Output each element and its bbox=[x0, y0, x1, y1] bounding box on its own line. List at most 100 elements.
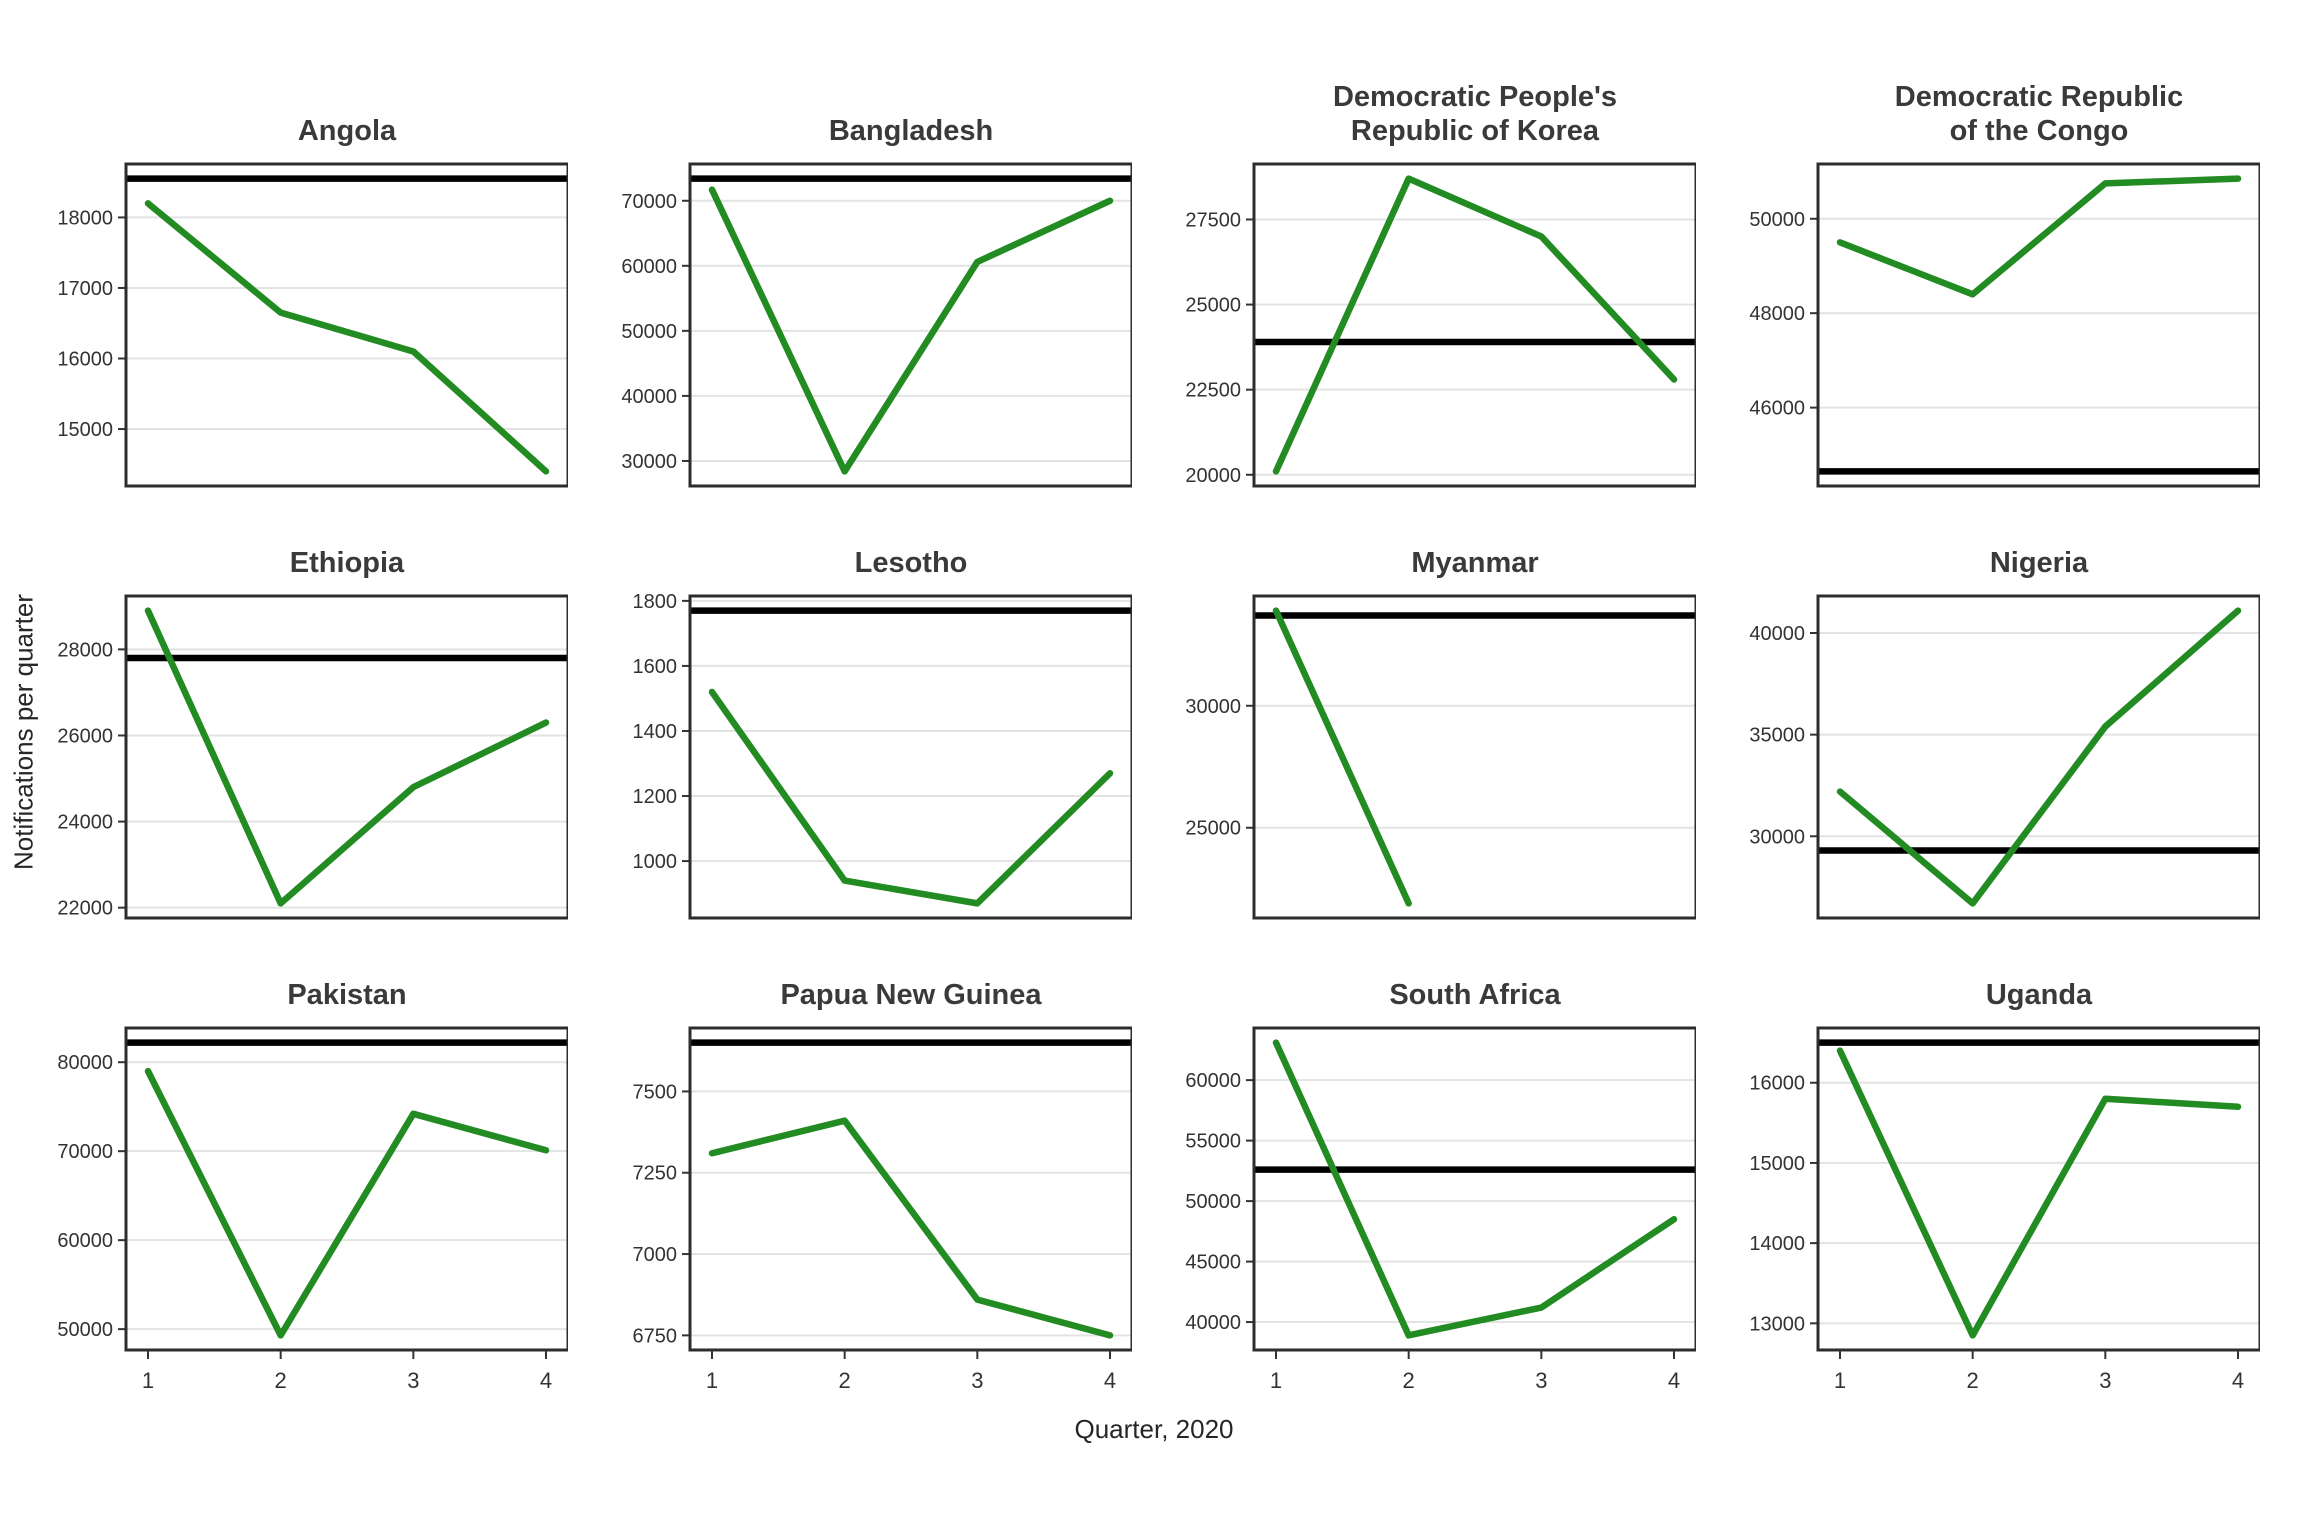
facet-title: Uganda bbox=[1818, 934, 2260, 1026]
facet-title: Nigeria bbox=[1818, 502, 2260, 594]
y-tick-label: 30000 bbox=[621, 451, 677, 473]
facet-title-line: Uganda bbox=[1985, 979, 2093, 1011]
facet-title-line: Democratic Republic bbox=[1894, 81, 2184, 113]
facet-plot: 6750 7000 7250 7500 1 2 3 4 bbox=[633, 1026, 1132, 1393]
panel-border bbox=[124, 162, 568, 488]
trend-line bbox=[144, 607, 550, 907]
y-tick-label: 22500 bbox=[1185, 380, 1241, 402]
facet-plot: 20000 22500 25000 27500 bbox=[1185, 162, 1696, 488]
panel-border bbox=[1252, 594, 1696, 920]
x-tick-label: 2 bbox=[275, 1368, 287, 1393]
y-tick-label: 24000 bbox=[57, 812, 113, 834]
facet-title: Myanmar bbox=[1254, 502, 1696, 594]
y-tick-label: 17000 bbox=[57, 278, 113, 300]
x-tick-label: 4 bbox=[2232, 1368, 2244, 1393]
y-tick-label: 1800 bbox=[633, 594, 678, 613]
y-tick-label: 60000 bbox=[1185, 1070, 1241, 1092]
facet-south-africa: South Africa 40000 45000 50000 55000 60000 1 2 3… bbox=[1176, 934, 1696, 1394]
panel-border bbox=[124, 594, 568, 920]
y-tick-label: 25000 bbox=[1185, 295, 1241, 317]
facet-plot: 25000 30000 bbox=[1185, 594, 1696, 920]
facet-democratic-people-s-republic-of-korea: Democratic People's Republic of Korea 2000… bbox=[1176, 70, 1696, 492]
facet-plot: 22000 24000 26000 28000 bbox=[57, 594, 568, 920]
y-tick-label: 22000 bbox=[57, 898, 113, 920]
x-tick-label: 4 bbox=[1104, 1368, 1116, 1393]
x-tick-label: 2 bbox=[839, 1368, 851, 1393]
y-tick-label: 16000 bbox=[57, 349, 113, 371]
y-tick-label: 40000 bbox=[1749, 623, 1805, 645]
y-tick-label: 25000 bbox=[1185, 818, 1241, 840]
x-tick-label: 1 bbox=[1270, 1368, 1282, 1393]
trend-line bbox=[1272, 1039, 1678, 1339]
facet-title-line: Myanmar bbox=[1411, 547, 1539, 579]
trend-line bbox=[1272, 175, 1678, 475]
y-tick-label: 30000 bbox=[1749, 826, 1805, 848]
facet-title: Bangladesh bbox=[690, 70, 1132, 162]
x-tick-label: 3 bbox=[971, 1368, 983, 1393]
y-tick-label: 6750 bbox=[633, 1325, 678, 1347]
panel-border bbox=[688, 594, 1132, 920]
y-tick-label: 27500 bbox=[1185, 209, 1241, 231]
trend-line bbox=[144, 1067, 550, 1339]
facet-angola: Angola 15000 16000 17000 18000 bbox=[48, 70, 568, 492]
facet-myanmar: Myanmar 25000 30000 bbox=[1176, 502, 1696, 924]
x-tick-label: 2 bbox=[1967, 1368, 1979, 1393]
y-tick-label: 20000 bbox=[1185, 465, 1241, 487]
facet-title-line: Republic of Korea bbox=[1350, 115, 1600, 147]
y-tick-label: 16000 bbox=[1749, 1073, 1805, 1095]
y-tick-label: 50000 bbox=[1749, 209, 1805, 231]
facet-nigeria: Nigeria 30000 35000 40000 bbox=[1740, 502, 2260, 924]
y-tick-label: 15000 bbox=[57, 419, 113, 441]
facet-title-line: Lesotho bbox=[854, 547, 968, 579]
facet-plot: 30000 35000 40000 bbox=[1749, 594, 2260, 920]
facet-plot: 40000 45000 50000 55000 60000 1 2 3 4 bbox=[1185, 1026, 1696, 1393]
y-tick-label: 7250 bbox=[633, 1163, 678, 1185]
facet-title-line: Papua New Guinea bbox=[780, 979, 1042, 1011]
facet-plot: 30000 40000 50000 60000 70000 bbox=[621, 162, 1132, 488]
panel-border bbox=[1252, 1026, 1696, 1352]
facet-title: Ethiopia bbox=[126, 502, 568, 594]
panel-border bbox=[688, 162, 1132, 488]
y-tick-label: 1400 bbox=[633, 721, 678, 743]
panel-border bbox=[1816, 1026, 2260, 1352]
y-tick-label: 80000 bbox=[57, 1052, 113, 1074]
facet-lesotho: Lesotho 1000 1200 1400 1600 1800 bbox=[612, 502, 1132, 924]
x-tick-label: 1 bbox=[1834, 1368, 1846, 1393]
facet-title: Angola bbox=[126, 70, 568, 162]
facet-plot: 46000 48000 50000 bbox=[1749, 162, 2260, 488]
facet-plot: 13000 14000 15000 16000 1 2 3 4 bbox=[1749, 1026, 2260, 1393]
y-tick-label: 1200 bbox=[633, 786, 678, 808]
x-tick-label: 2 bbox=[1403, 1368, 1415, 1393]
facet-title-line: Democratic People's bbox=[1332, 81, 1618, 113]
y-tick-label: 7500 bbox=[633, 1081, 678, 1103]
facet-title: Democratic Republic of the Congo bbox=[1818, 70, 2260, 162]
x-tick-label: 4 bbox=[540, 1368, 552, 1393]
y-tick-label: 46000 bbox=[1749, 398, 1805, 420]
y-tick-label: 14000 bbox=[1749, 1233, 1805, 1255]
facet-grid: Angola 15000 16000 17000 18000 Bangladesh 3000… bbox=[48, 70, 2260, 1394]
facet-title-line: South Africa bbox=[1389, 979, 1561, 1011]
x-tick-label: 4 bbox=[1668, 1368, 1680, 1393]
trend-line bbox=[708, 186, 1114, 475]
y-tick-label: 7000 bbox=[633, 1244, 678, 1266]
y-tick-label: 60000 bbox=[57, 1230, 113, 1252]
y-tick-label: 26000 bbox=[57, 725, 113, 747]
y-tick-label: 35000 bbox=[1749, 725, 1805, 747]
y-tick-label: 28000 bbox=[57, 639, 113, 661]
y-tick-label: 50000 bbox=[1185, 1191, 1241, 1213]
chart-area: Notifications per quarter Angola 15000 160… bbox=[0, 70, 2260, 1394]
trend-line bbox=[708, 1117, 1114, 1339]
facet-title-line: Nigeria bbox=[1989, 547, 2089, 579]
y-tick-label: 13000 bbox=[1749, 1313, 1805, 1335]
facet-plot: 15000 16000 17000 18000 bbox=[57, 162, 568, 488]
y-tick-label: 70000 bbox=[57, 1141, 113, 1163]
y-tick-label: 1000 bbox=[633, 851, 678, 873]
facet-title: Lesotho bbox=[690, 502, 1132, 594]
facet-title-line: of the Congo bbox=[1949, 115, 2129, 147]
y-tick-label: 45000 bbox=[1185, 1252, 1241, 1274]
facet-ethiopia: Ethiopia 22000 24000 26000 28000 bbox=[48, 502, 568, 924]
x-tick-label: 3 bbox=[1535, 1368, 1547, 1393]
x-tick-label: 3 bbox=[2099, 1368, 2111, 1393]
y-axis-title-column: Notifications per quarter bbox=[0, 70, 48, 1394]
x-tick-label: 1 bbox=[142, 1368, 154, 1393]
